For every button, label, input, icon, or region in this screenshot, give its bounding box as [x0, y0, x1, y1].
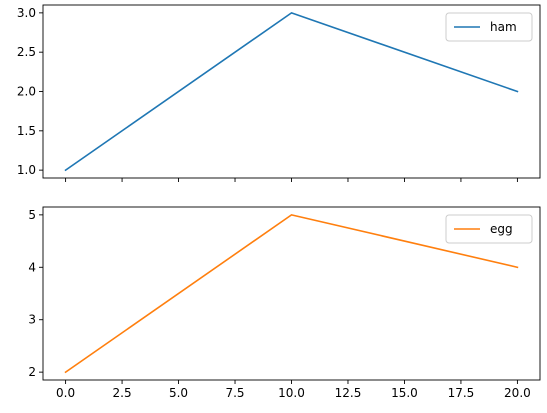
- bottom-x-tick-label: 5.0: [169, 386, 188, 400]
- bottom-y-tick-label: 4: [28, 260, 36, 274]
- bottom-legend: egg: [445, 214, 533, 244]
- bottom-x-tick-label: 17.5: [448, 386, 475, 400]
- bottom-x-tick-label: 7.5: [225, 386, 244, 400]
- top-y-tick-label: 2.5: [17, 45, 36, 59]
- top-legend-box: [445, 12, 533, 42]
- bottom-legend-box: [445, 214, 533, 244]
- top-subplot: 1.0 1.5 2.0 2.5 3.0 ham: [17, 4, 541, 182]
- bottom-x-tick-label: 12.5: [335, 386, 362, 400]
- bottom-y-tick-label: 2: [28, 365, 36, 379]
- bottom-x-tick-label: 2.5: [113, 386, 132, 400]
- top-y-tick-label: 1.0: [17, 163, 36, 177]
- bottom-x-tick-label: 15.0: [391, 386, 418, 400]
- top-y-tick-label: 2.0: [17, 85, 36, 99]
- bottom-subplot: 0.0 2.5 5.0 7.5 10.0 12.5 15.0 17.5 20.0 2 3 4 5 egg: [28, 206, 541, 400]
- bottom-y-tick-label: 5: [28, 208, 36, 222]
- bottom-x-tick-label: 20.0: [504, 386, 531, 400]
- bottom-x-tick-label: 0.0: [56, 386, 75, 400]
- top-legend-label-ham: ham: [490, 20, 517, 34]
- top-legend: ham: [445, 12, 533, 42]
- bottom-series-egg-line: [64, 214, 519, 374]
- top-y-tick-label: 3.0: [17, 6, 36, 20]
- bottom-legend-label-egg: egg: [490, 222, 513, 236]
- top-y-tick-label: 1.5: [17, 124, 36, 138]
- top-series-ham-line: [64, 12, 519, 172]
- bottom-x-tick-label: 10.0: [278, 386, 305, 400]
- bottom-y-tick-label: 3: [28, 313, 36, 327]
